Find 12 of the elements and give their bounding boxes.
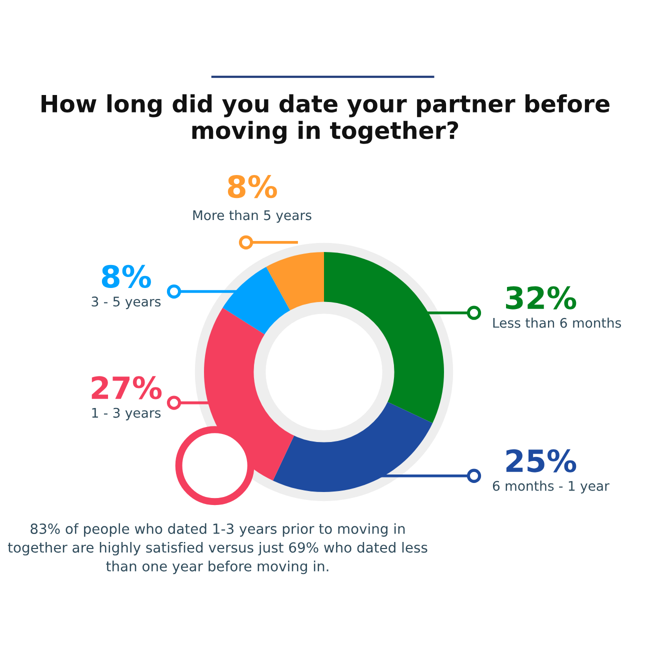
slice-label: Less than 6 months	[493, 318, 621, 328]
data-label: 8%	[228, 174, 277, 198]
slice-label: 1 - 3 years	[92, 408, 161, 420]
data-label: 32%	[506, 286, 576, 310]
data-label: 8%	[102, 264, 151, 288]
slice-label: More than 5 years	[193, 210, 312, 223]
chart-title: How long did you date your partner before moving in together?	[42, 94, 610, 144]
slice-label: 6 months - 1 year	[492, 480, 610, 494]
data-label: 27%	[92, 376, 162, 400]
slice-label: 3 - 5 years	[92, 296, 161, 310]
text: 83% of people who dated 1-3 years prior to moving in together are highly satisfied versus just 69% who dated less than one year before moving in.	[8, 523, 428, 574]
data-label: 25%	[506, 449, 576, 472]
